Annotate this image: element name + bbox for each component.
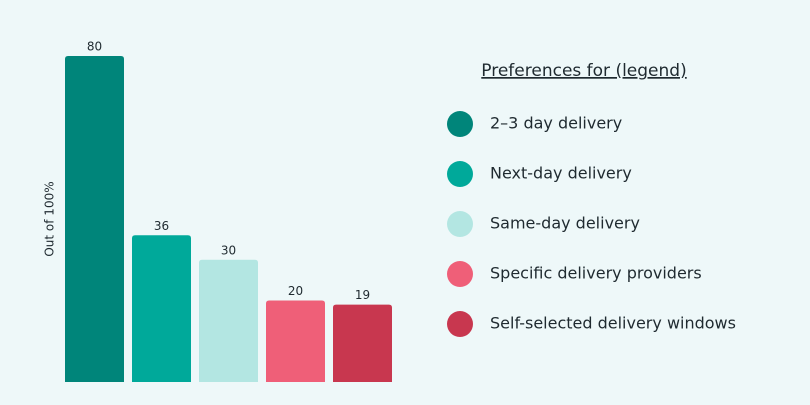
bar [132,235,191,382]
y-axis-label: Out of 100% [43,181,57,256]
legend-label: 2–3 day delivery [490,114,622,133]
bar [333,304,392,382]
data-label: 20 [288,284,303,298]
bar [199,259,258,382]
legend-label: Specific delivery providers [490,264,702,283]
data-label: 30 [221,243,236,257]
bar [266,300,325,382]
legend-title: Preferences for (legend) [481,61,686,81]
legend-swatch [447,311,473,337]
legend-swatch [447,261,473,287]
legend-label: Self-selected delivery windows [490,314,736,333]
legend-label: Same-day delivery [490,214,640,233]
legend-swatch [447,161,473,187]
legend-swatch [447,211,473,237]
data-label: 19 [355,288,370,302]
bar [65,56,124,382]
data-label: 80 [87,40,102,54]
data-label: 36 [154,219,169,233]
legend-swatch [447,111,473,137]
legend-label: Next-day delivery [490,164,632,183]
